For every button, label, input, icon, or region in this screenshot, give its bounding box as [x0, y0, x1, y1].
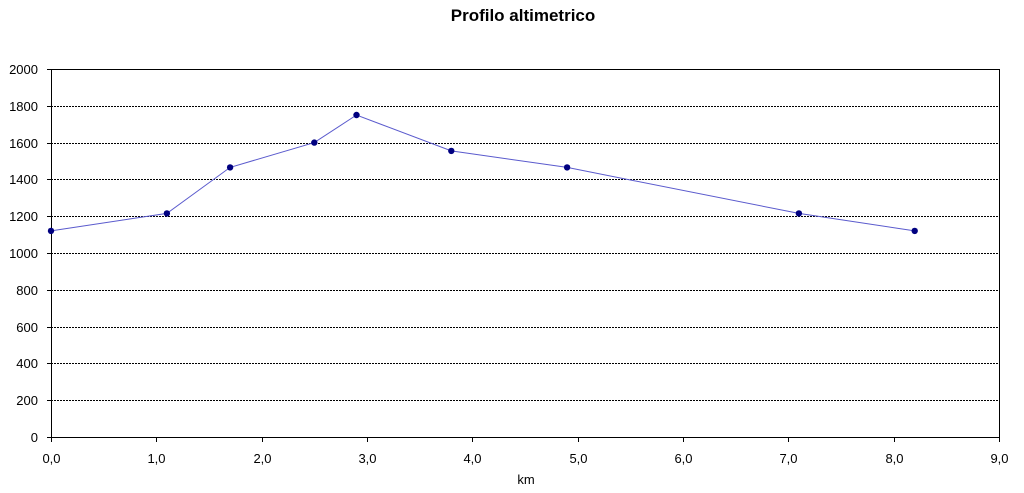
y-tick-label: 600: [16, 320, 38, 335]
grid-lines: [51, 69, 999, 401]
y-tick-label: 1200: [9, 209, 38, 224]
series-line: [50, 114, 915, 232]
data-point: [911, 227, 918, 235]
data-point: [795, 210, 803, 217]
x-tick-label: 6,0: [674, 451, 692, 466]
data-point: [353, 111, 360, 119]
data-point: [226, 164, 234, 171]
y-tick-label: 0: [31, 430, 38, 445]
data-point: [163, 210, 171, 217]
x-tick-label: 1,0: [147, 451, 165, 466]
y-tick-label: 1400: [9, 172, 38, 187]
x-tick-label: 5,0: [569, 451, 587, 466]
x-tick-labels: 0,0 1,0 2,0 3,0 4,0 5,0 6,0 7,0 8,0 9,0: [42, 451, 1008, 466]
data-point: [563, 164, 571, 171]
x-tick-label: 2,0: [253, 451, 271, 466]
x-tick-label: 8,0: [885, 451, 903, 466]
axes: [47, 69, 1000, 442]
series-layer: [47, 111, 918, 235]
y-tick-label: 2000: [9, 62, 38, 77]
y-tick-label: 400: [16, 356, 38, 371]
chart-title: Profilo altimetrico: [451, 6, 596, 25]
data-point: [311, 139, 318, 146]
y-tick-label: 200: [16, 393, 38, 408]
y-tick-label: 1600: [9, 136, 38, 151]
x-tick-label: 9,0: [990, 451, 1008, 466]
x-axis-label: km: [517, 472, 534, 487]
y-tick-label: 800: [16, 283, 38, 298]
x-tick-label: 7,0: [779, 451, 797, 466]
y-tick-label: 1000: [9, 246, 38, 261]
y-tick-label: 1800: [9, 99, 38, 114]
plot-frame: [51, 69, 1000, 438]
x-tick-label: 3,0: [358, 451, 376, 466]
data-point: [47, 227, 55, 235]
x-tick-label: 4,0: [463, 451, 481, 466]
x-tick-label: 0,0: [42, 451, 60, 466]
data-point: [448, 147, 455, 155]
y-tick-labels: 0 200 400 600 800 1000 1200 1400 1600 1800 2000: [9, 62, 38, 445]
